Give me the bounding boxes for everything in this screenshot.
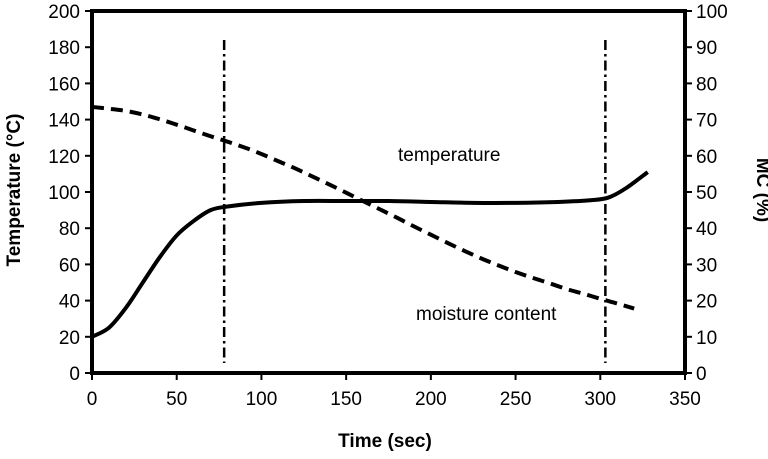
right-axis: 0 10 20 30 40 50 60 70 80 90 100 [685, 2, 728, 385]
series-layer [91, 104, 649, 339]
right-tick-label: 100 [696, 2, 728, 23]
right-tick-label: 80 [696, 74, 717, 95]
x-tick-label: 250 [500, 389, 532, 410]
annotation-temperature: temperature [398, 145, 500, 166]
left-tick-label: 120 [48, 147, 80, 168]
y-axis-title: Temperature (°C) [4, 114, 25, 267]
left-tick-label: 60 [59, 255, 80, 276]
left-axis: 0 20 40 60 80 100 120 140 160 180 200 [48, 2, 92, 385]
vertical-markers [222, 40, 607, 363]
right-tick-label: 90 [696, 38, 717, 59]
x-axis: 0 50 100 150 200 250 300 350 [87, 373, 701, 410]
y2-axis-title: MC (%) [752, 158, 768, 222]
right-tick-label: 60 [696, 147, 717, 168]
left-tick-label: 200 [48, 2, 80, 23]
left-tick-label: 180 [48, 38, 80, 59]
right-tick-label: 10 [696, 328, 717, 349]
left-tick-label: 160 [48, 74, 80, 95]
left-tick-label: 80 [59, 219, 80, 240]
annotation-moisture-content: moisture content [416, 304, 557, 325]
left-tick-label: 140 [48, 111, 80, 132]
right-tick-label: 40 [696, 219, 717, 240]
right-tick-label: 0 [696, 364, 707, 385]
plot-frame [90, 9, 687, 375]
x-tick-label: 200 [415, 389, 447, 410]
right-tick-label: 70 [696, 111, 717, 132]
left-tick-label: 0 [69, 364, 80, 385]
x-tick-label: 300 [584, 389, 616, 410]
x-tick-label: 0 [87, 389, 98, 410]
series-line-moisture-content [91, 104, 635, 311]
x-tick-label: 50 [166, 389, 187, 410]
x-tick-label: 350 [669, 389, 701, 410]
left-tick-label: 20 [59, 328, 80, 349]
x-tick-label: 100 [246, 389, 278, 410]
right-tick-label: 50 [696, 183, 717, 204]
x-axis-title: Time (sec) [338, 431, 432, 452]
left-tick-label: 40 [59, 292, 80, 313]
series-line-temperature [91, 170, 649, 339]
right-tick-label: 20 [696, 292, 717, 313]
left-tick-label: 100 [48, 183, 80, 204]
plot-border [90, 9, 687, 375]
x-tick-label: 150 [330, 389, 362, 410]
right-tick-label: 30 [696, 255, 717, 276]
